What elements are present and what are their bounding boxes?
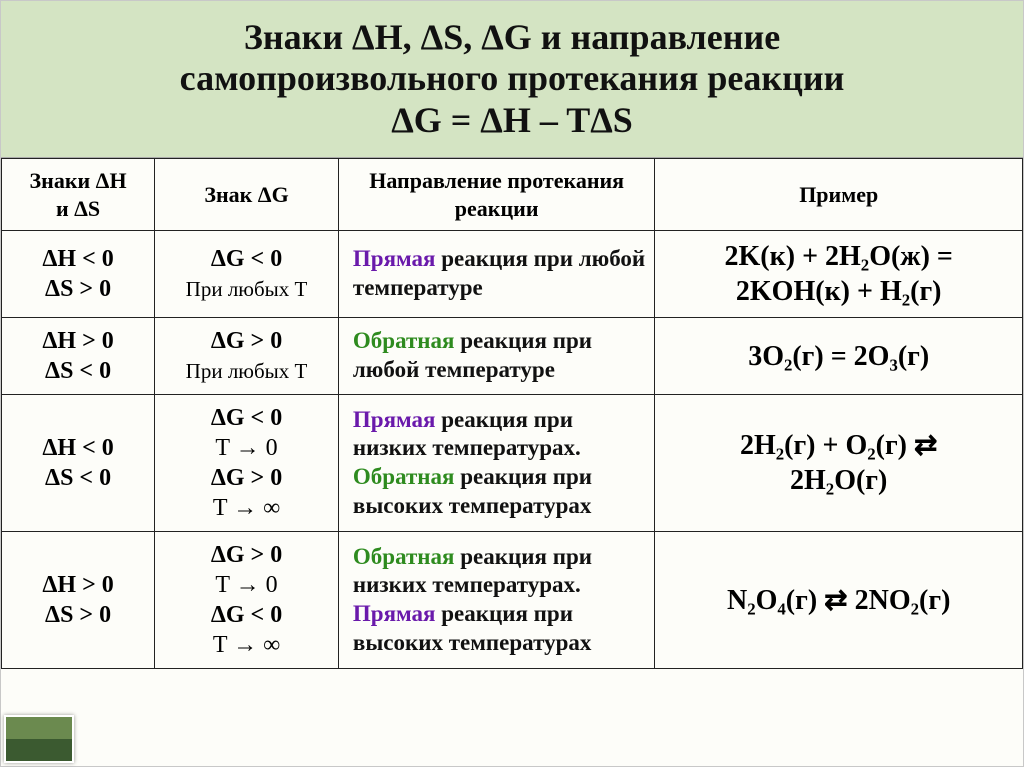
- g-l3: ΔG > 0: [211, 465, 282, 491]
- thumbnail-image: [4, 715, 74, 763]
- gibbs-table: Знаки ΔH и ΔS Знак ΔG Направление протек…: [1, 158, 1023, 669]
- g-l1: ΔG > 0: [211, 542, 282, 568]
- header-example: Пример: [655, 159, 1023, 231]
- title-line1: Знаки ΔH, ΔS, ΔG и направление: [244, 17, 780, 57]
- forward-label: Прямая: [353, 246, 441, 271]
- header-signs-l1: Знаки ΔH: [30, 168, 127, 193]
- direction-cell: Обратная реакция при низких температурах…: [338, 532, 655, 669]
- header-dir-l2: реакции: [455, 196, 539, 221]
- table-row: ΔH > 0 ΔS > 0 ΔG > 0 T → 0 ΔG < 0 T → ∞ …: [2, 532, 1023, 669]
- header-signs-l2: и ΔS: [56, 196, 100, 221]
- example-cell: 2H₂(г) + O₂(г) ⇄ 2H₂O(г): [655, 395, 1023, 532]
- signg-cell: ΔG > 0 T → 0 ΔG < 0 T → ∞: [155, 532, 339, 669]
- example-l1: N₂O₄(г) ⇄ 2NO₂(г): [727, 585, 950, 616]
- forward-label: Прямая: [353, 601, 441, 626]
- example-l1: 2H₂(г) + O₂(г) ⇄: [740, 430, 938, 461]
- signs-l1: ΔH < 0: [42, 435, 113, 461]
- signs-cell: ΔH > 0 ΔS < 0: [2, 318, 155, 395]
- example-l1: 3O₂(г) = 2O₃(г): [748, 341, 929, 372]
- g-l1: ΔG < 0: [211, 405, 282, 431]
- signg-cell: ΔG < 0 При любых T: [155, 231, 339, 318]
- title-line3: ΔG = ΔH – TΔS: [391, 100, 633, 140]
- header-dir-l1: Направление протекания: [369, 168, 624, 193]
- direction-cell: Обратная реакция при любой температуре: [338, 318, 655, 395]
- direction-cell: Прямая реакция при любой температуре: [338, 231, 655, 318]
- signs-l1: ΔH > 0: [42, 328, 113, 354]
- header-signg: Знак ΔG: [155, 159, 339, 231]
- example-cell: 3O₂(г) = 2O₃(г): [655, 318, 1023, 395]
- signs-cell: ΔH > 0 ΔS > 0: [2, 532, 155, 669]
- example-cell: 2K(к) + 2H₂O(ж) = 2KOH(к) + H₂(г): [655, 231, 1023, 318]
- signs-cell: ΔH < 0 ΔS > 0: [2, 231, 155, 318]
- g-l2: При любых T: [186, 359, 308, 383]
- signg-cell: ΔG < 0 T → 0 ΔG > 0 T → ∞: [155, 395, 339, 532]
- table-row: ΔH > 0 ΔS < 0 ΔG > 0 При любых T Обратна…: [2, 318, 1023, 395]
- table-row: ΔH < 0 ΔS < 0 ΔG < 0 T → 0 ΔG > 0 T → ∞ …: [2, 395, 1023, 532]
- signs-l2: ΔS < 0: [45, 465, 111, 491]
- reverse-label: Обратная: [353, 464, 460, 489]
- g-l2: T → 0: [215, 572, 277, 598]
- direction-cell: Прямая реакция при низких температурах.О…: [338, 395, 655, 532]
- signs-l1: ΔH > 0: [42, 572, 113, 598]
- slide: Знаки ΔH, ΔS, ΔG и направление самопроиз…: [0, 0, 1024, 767]
- g-l4: T → ∞: [213, 632, 280, 658]
- header-signs: Знаки ΔH и ΔS: [2, 159, 155, 231]
- g-l2: T → 0: [215, 435, 277, 461]
- header-direction: Направление протекания реакции: [338, 159, 655, 231]
- g-l2: При любых T: [186, 277, 308, 301]
- signs-l2: ΔS < 0: [45, 358, 111, 384]
- slide-title: Знаки ΔH, ΔS, ΔG и направление самопроиз…: [1, 1, 1023, 158]
- header-row: Знаки ΔH и ΔS Знак ΔG Направление протек…: [2, 159, 1023, 231]
- example-l2: 2H₂O(г): [790, 465, 887, 496]
- reverse-label: Обратная: [353, 328, 460, 353]
- example-cell: N₂O₄(г) ⇄ 2NO₂(г): [655, 532, 1023, 669]
- table-row: ΔH < 0 ΔS > 0 ΔG < 0 При любых T Прямая …: [2, 231, 1023, 318]
- reverse-label: Обратная: [353, 544, 460, 569]
- example-l1: 2K(к) + 2H₂O(ж) =: [725, 241, 953, 272]
- signs-cell: ΔH < 0 ΔS < 0: [2, 395, 155, 532]
- g-l4: T → ∞: [213, 495, 280, 521]
- example-l2: 2KOH(к) + H₂(г): [736, 276, 942, 307]
- signg-cell: ΔG > 0 При любых T: [155, 318, 339, 395]
- g-l3: ΔG < 0: [211, 602, 282, 628]
- g-l1: ΔG > 0: [211, 328, 282, 354]
- signs-l2: ΔS > 0: [45, 602, 111, 628]
- g-l1: ΔG < 0: [211, 246, 282, 272]
- signs-l1: ΔH < 0: [42, 246, 113, 272]
- forward-label: Прямая: [353, 407, 441, 432]
- signs-l2: ΔS > 0: [45, 276, 111, 302]
- title-line2: самопроизвольного протекания реакции: [180, 58, 845, 98]
